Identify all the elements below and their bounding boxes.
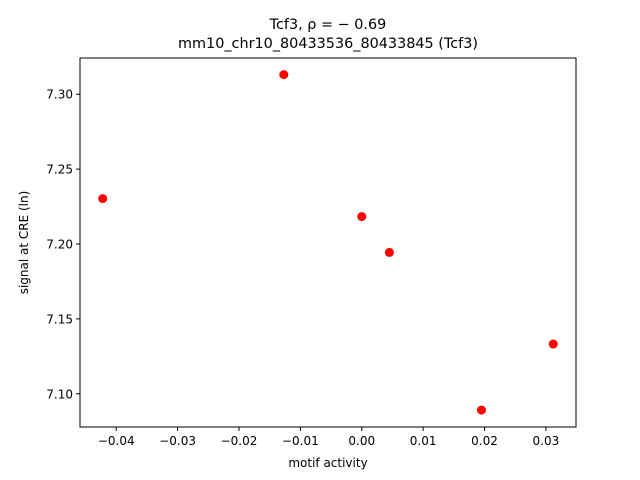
y-tick-label: 7.15 [46,312,73,326]
data-point-2 [357,212,367,222]
y-tick-label: 7.25 [46,163,73,177]
y-tick-label: 7.10 [46,387,73,401]
x-axis-ticks: −0.04 −0.03 −0.02 −0.01 0.00 0.01 0.02 0.03 [98,427,559,448]
data-point-0 [98,194,108,204]
x-tick-label: 0.00 [348,434,375,448]
y-axis-ticks: 7.10 7.15 7.20 7.25 7.30 [46,88,80,401]
data-points [98,70,558,415]
data-point-5 [548,339,558,349]
data-point-3 [384,247,394,257]
x-tick-label: −0.03 [159,434,196,448]
plot-frame [79,57,577,428]
y-axis-label: signal at CRE (ln) [17,191,31,295]
x-tick-label: −0.01 [282,434,319,448]
x-axis-label: motif activity [288,456,367,470]
x-tick-label: 0.02 [471,434,498,448]
data-point-1 [279,70,289,80]
y-tick-label: 7.30 [46,88,73,102]
chart-title-line2: mm10_chr10_80433536_80433845 (Tcf3) [178,36,478,52]
x-tick-label: −0.04 [98,434,135,448]
x-tick-label: 0.03 [533,434,560,448]
data-point-4 [476,405,486,415]
y-tick-label: 7.20 [46,237,73,251]
chart-title-line1: Tcf3, ρ = − 0.69 [269,17,387,33]
x-tick-label: −0.02 [221,434,258,448]
x-tick-label: 0.01 [410,434,437,448]
